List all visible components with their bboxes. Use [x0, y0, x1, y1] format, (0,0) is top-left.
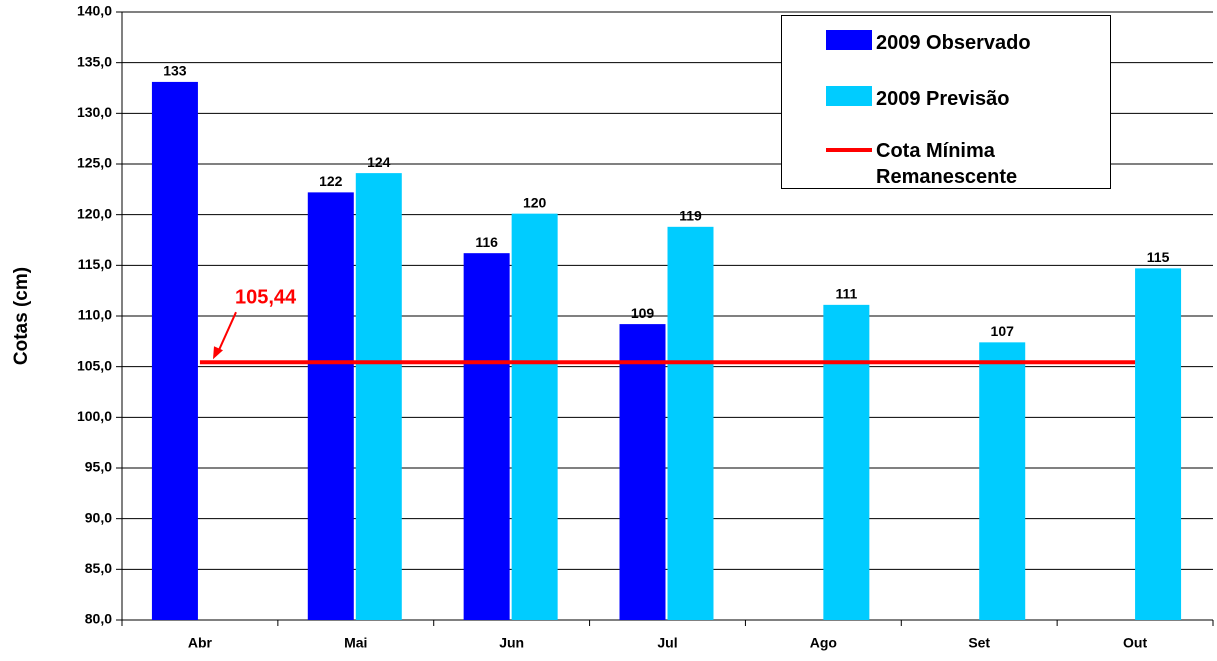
legend-swatch — [826, 30, 872, 50]
data-label: 107 — [991, 323, 1015, 339]
bar — [463, 253, 510, 620]
x-tick-label: Ago — [810, 635, 837, 651]
legend-item: 2009 Observado — [826, 30, 1066, 56]
legend-label: Cota Mínima Remanescente — [876, 140, 1018, 188]
legend: 2009 Observado 2009 Previsão Cota Mínima R… — [781, 15, 1111, 189]
x-tick-label: Jul — [657, 635, 677, 651]
data-label: 133 — [163, 63, 187, 79]
data-label: 115 — [1147, 249, 1170, 265]
legend-item: 2009 Previsão — [826, 86, 1066, 112]
y-tick-label: 85,0 — [85, 560, 112, 576]
y-tick-label: 95,0 — [85, 459, 112, 475]
y-tick-label: 120,0 — [77, 205, 112, 221]
legend-item: Cota Mínima Remanescente — [826, 138, 1026, 190]
bar — [151, 81, 198, 621]
y-tick-label: 130,0 — [77, 104, 112, 120]
annotation: 105,44 — [235, 286, 297, 308]
x-tick-label: Mai — [344, 635, 367, 651]
annotation-arrow — [217, 311, 237, 353]
y-tick-label: 125,0 — [77, 155, 112, 171]
annotation-arrowhead — [213, 346, 223, 360]
x-tick-label: Abr — [188, 635, 213, 651]
x-tick-label: Set — [968, 635, 990, 651]
bar — [355, 173, 402, 620]
y-tick-label: 115,0 — [78, 256, 112, 272]
y-tick-label: 105,0 — [77, 357, 112, 373]
x-tick-label: Out — [1123, 635, 1147, 651]
data-label: 109 — [631, 305, 655, 321]
y-tick-label: 100,0 — [77, 408, 112, 424]
bar — [823, 304, 870, 620]
data-label: 124 — [367, 154, 391, 170]
y-tick-label: 140,0 — [77, 3, 112, 19]
legend-label: 2009 Observado — [876, 32, 1031, 54]
bar — [307, 192, 354, 620]
bar — [1135, 268, 1182, 620]
y-tick-label: 80,0 — [85, 611, 112, 627]
data-label: 116 — [475, 234, 498, 250]
data-label: 111 — [835, 286, 857, 302]
bar — [511, 213, 558, 621]
legend-swatch — [826, 86, 872, 106]
data-label: 119 — [679, 208, 702, 224]
bar — [979, 342, 1026, 620]
y-tick-label: 90,0 — [85, 509, 112, 525]
x-tick-label: Jun — [499, 635, 524, 651]
data-label: 122 — [319, 173, 343, 189]
bar — [667, 226, 714, 620]
legend-swatch — [826, 148, 872, 152]
y-axis-title: Cotas (cm) — [11, 267, 32, 365]
y-tick-label: 135,0 — [77, 53, 112, 69]
bar — [619, 324, 666, 620]
y-tick-label: 110,0 — [78, 307, 112, 323]
data-label: 120 — [523, 194, 547, 210]
legend-label: 2009 Previsão — [876, 88, 1010, 110]
